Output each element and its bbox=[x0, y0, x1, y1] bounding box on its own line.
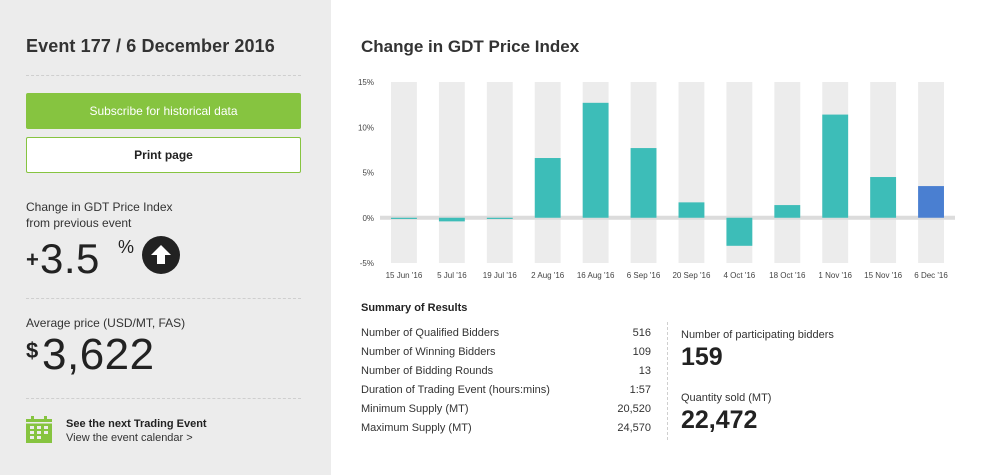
chart-column-stripe bbox=[678, 82, 705, 263]
summary-row: Number of Winning Bidders 109 bbox=[361, 346, 651, 362]
event-title: Event 177 / 6 December 2016 bbox=[26, 36, 275, 56]
chart-column-stripe bbox=[438, 82, 465, 263]
chart-column-stripe bbox=[774, 82, 801, 263]
chart-y-tick-label: 15% bbox=[358, 78, 374, 87]
arrow-up-circle-icon bbox=[142, 236, 180, 274]
chart-y-tick-label: 5% bbox=[362, 169, 374, 178]
chart-column-stripe bbox=[486, 82, 513, 263]
chart-x-tick-label: 1 Nov '16 bbox=[818, 271, 852, 280]
quantity-sold-label: Quantity sold (MT) bbox=[681, 392, 772, 404]
chart-column-stripe bbox=[870, 82, 897, 263]
summary-row: Number of Bidding Rounds 13 bbox=[361, 365, 651, 381]
print-page-button[interactable]: Print page bbox=[26, 137, 301, 173]
chart-x-tick-label: 15 Jun '16 bbox=[386, 271, 423, 280]
chart-y-tick-label: 0% bbox=[362, 214, 374, 223]
average-price-label: Average price (USD/MT, FAS) bbox=[26, 316, 186, 330]
average-price-value: $ 3,622 bbox=[26, 330, 246, 380]
event-calendar-link[interactable]: View the event calendar > bbox=[66, 432, 193, 444]
summary-row-label: Number of Qualified Bidders bbox=[361, 327, 500, 339]
summary-row-label: Number of Winning Bidders bbox=[361, 346, 496, 358]
event-sidebar: Event 177 / 6 December 2016 Subscribe fo… bbox=[0, 0, 331, 475]
summary-row-label: Duration of Trading Event (hours:mins) bbox=[361, 384, 550, 396]
summary-row-value: 1:57 bbox=[629, 384, 651, 396]
chart-y-tick-label: 10% bbox=[358, 123, 374, 132]
chart-y-tick-label: -5% bbox=[360, 259, 374, 268]
chart-x-tick-label: 18 Oct '16 bbox=[769, 271, 806, 280]
chart-zero-band bbox=[380, 215, 955, 220]
chart-bar bbox=[391, 217, 417, 219]
calendar-icon[interactable] bbox=[26, 416, 52, 443]
chart-x-tick-label: 2 Aug '16 bbox=[531, 271, 565, 280]
chart-bar bbox=[870, 177, 897, 218]
summary-row-value: 13 bbox=[638, 365, 651, 377]
change-number: 3.5 bbox=[40, 235, 100, 282]
divider bbox=[26, 75, 301, 76]
change-sign: + bbox=[26, 247, 39, 272]
summary-row: Duration of Trading Event (hours:mins) 1:… bbox=[361, 384, 651, 400]
change-unit: % bbox=[118, 237, 135, 257]
summary-row-label: Number of Bidding Rounds bbox=[361, 365, 494, 377]
chart-bar bbox=[534, 158, 561, 218]
summary-row-value: 24,570 bbox=[617, 422, 651, 434]
chart-bar bbox=[582, 102, 609, 218]
divider bbox=[26, 398, 301, 399]
chart-section-title: Change in GDT Price Index bbox=[361, 37, 580, 56]
chart-x-tick-label: 4 Oct '16 bbox=[723, 271, 755, 280]
divider bbox=[26, 298, 301, 299]
chart-x-tick-label: 15 Nov '16 bbox=[864, 271, 903, 280]
summary-row-label: Maximum Supply (MT) bbox=[361, 422, 472, 434]
chart-x-tick-label: 16 Aug '16 bbox=[577, 271, 615, 280]
price-index-chart: 15% 10% 5% 0% -5% 15 Jun '16 5 Jul '16 19 Jul '… bbox=[358, 78, 955, 280]
chart-bar bbox=[438, 217, 465, 222]
next-event-title[interactable]: See the next Trading Event bbox=[66, 418, 207, 430]
currency-symbol: $ bbox=[26, 338, 39, 363]
average-price-number: 3,622 bbox=[42, 330, 155, 379]
summary-row: Minimum Supply (MT) 20,520 bbox=[361, 403, 651, 419]
summary-row-value: 20,520 bbox=[617, 403, 651, 415]
summary-row-label: Minimum Supply (MT) bbox=[361, 403, 469, 415]
summary-row: Maximum Supply (MT) 24,570 bbox=[361, 422, 651, 438]
quantity-sold-value: 22,472 bbox=[681, 406, 758, 434]
chart-x-tick-label: 5 Jul '16 bbox=[437, 271, 467, 280]
chart-x-tick-label: 19 Jul '16 bbox=[483, 271, 518, 280]
change-label: Change in GDT Price Index from previous … bbox=[26, 199, 226, 231]
participating-bidders-label: Number of participating bidders bbox=[681, 329, 834, 341]
chart-x-tick-label: 6 Sep '16 bbox=[627, 271, 661, 280]
summary-row: Number of Qualified Bidders 516 bbox=[361, 327, 651, 343]
chart-x-tick-label: 6 Dec '16 bbox=[914, 271, 948, 280]
summary-row-value: 109 bbox=[632, 346, 651, 358]
chart-x-tick-label: 20 Sep '16 bbox=[672, 271, 711, 280]
divider bbox=[667, 322, 668, 440]
chart-column-stripe bbox=[918, 82, 944, 263]
chart-bar bbox=[678, 202, 705, 218]
chart-bar bbox=[486, 217, 513, 219]
summary-row-value: 516 bbox=[632, 327, 651, 339]
change-label-line1: Change in GDT Price Index bbox=[26, 200, 173, 214]
summary-title: Summary of Results bbox=[361, 302, 468, 314]
change-value: + 3.5 % bbox=[26, 235, 266, 285]
chart-bar bbox=[630, 148, 657, 218]
change-label-line2: from previous event bbox=[26, 216, 132, 230]
chart-column-stripe bbox=[391, 82, 417, 263]
chart-bar bbox=[774, 205, 801, 218]
chart-bar bbox=[822, 114, 849, 218]
chart-bar bbox=[726, 217, 753, 246]
subscribe-button[interactable]: Subscribe for historical data bbox=[26, 93, 301, 129]
chart-bar bbox=[918, 186, 944, 218]
participating-bidders-value: 159 bbox=[681, 343, 723, 371]
